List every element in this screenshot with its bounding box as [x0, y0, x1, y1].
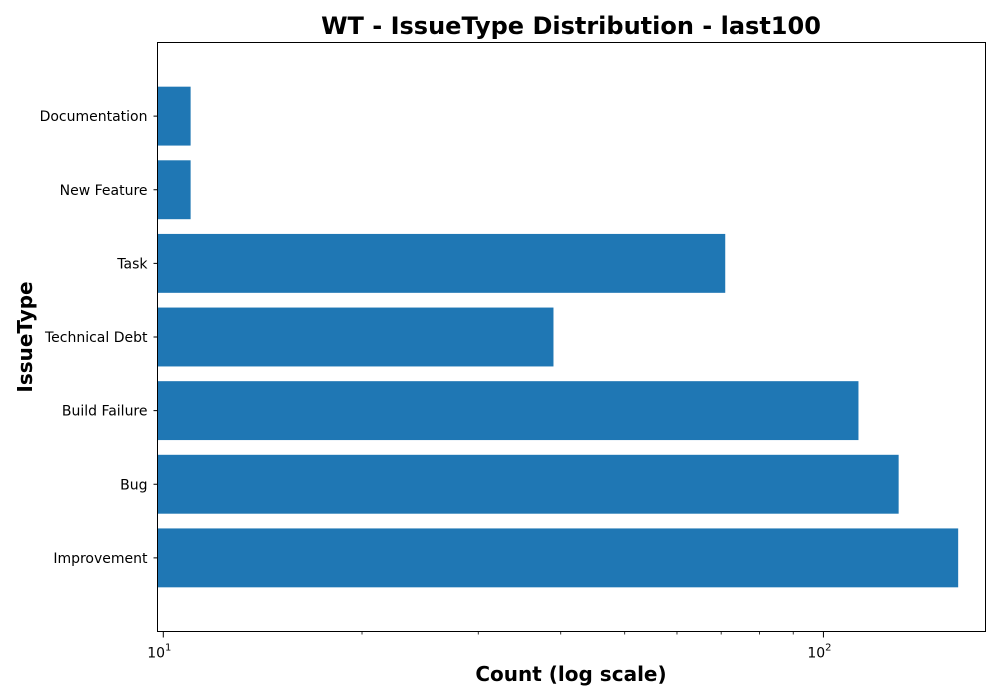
bar-documentation — [157, 86, 191, 146]
y-tick-label: Build Failure — [62, 404, 148, 420]
bar-technical-debt — [157, 307, 554, 367]
x-axis-ticks: 101 102 — [147, 631, 832, 662]
bars-group — [157, 86, 959, 588]
x-axis-label: Count (log scale) — [475, 662, 666, 686]
bar-task — [157, 233, 726, 293]
y-tick-label: Bug — [120, 477, 147, 493]
y-tick-label: Technical Debt — [44, 330, 148, 346]
x-tick-label: 102 — [807, 643, 831, 662]
y-axis-label: IssueType — [13, 281, 37, 392]
x-tick-label: 101 — [147, 643, 171, 662]
y-tick-label: Documentation — [40, 109, 148, 125]
bar-build-failure — [157, 381, 859, 441]
bar-improvement — [157, 528, 959, 588]
chart-title: WT - IssueType Distribution - last100 — [321, 12, 821, 40]
y-tick-label: Improvement — [53, 551, 148, 567]
y-axis-ticks: Improvement Bug Build Failure Technical Deb… — [40, 109, 158, 567]
bar-new-feature — [157, 160, 191, 220]
bar-bug — [157, 454, 899, 514]
y-tick-label: Task — [116, 256, 148, 272]
y-tick-label: New Feature — [60, 183, 148, 199]
